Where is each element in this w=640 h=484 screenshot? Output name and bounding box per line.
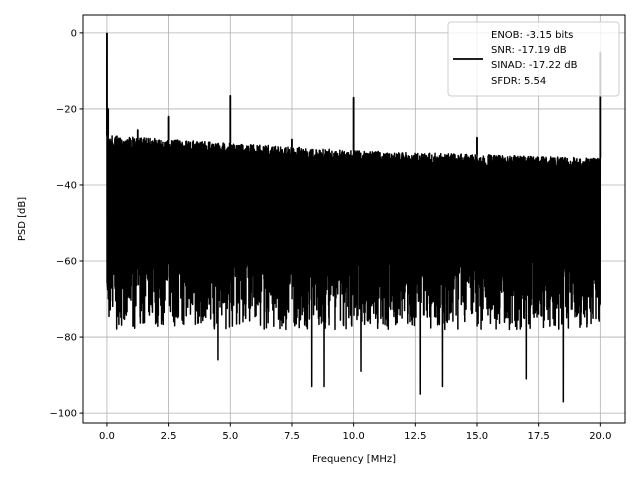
y-tick-label: −40 xyxy=(56,180,77,191)
x-axis-ticks: 0.0 2.5 5.0 7.5 10.0 12.5 15.0 17.5 20.0 xyxy=(99,423,611,442)
x-tick-label: 2.5 xyxy=(161,431,177,442)
y-tick-label: −60 xyxy=(56,257,77,268)
x-tick-label: 15.0 xyxy=(466,431,488,442)
y-tick-label: 0 xyxy=(71,28,77,39)
psd-line xyxy=(106,32,602,403)
legend-entry-enob: ENOB: -3.15 bits xyxy=(491,30,573,41)
legend-entry-sfdr: SFDR: 5.54 xyxy=(491,76,546,87)
x-tick-label: 5.0 xyxy=(222,431,238,442)
y-tick-label: −80 xyxy=(56,333,77,344)
x-tick-label: 12.5 xyxy=(404,431,426,442)
x-axis-label: Frequency [MHz] xyxy=(312,454,396,465)
legend-entry-snr: SNR: -17.19 dB xyxy=(491,45,567,56)
legend-entry-sinad: SINAD: -17.22 dB xyxy=(491,60,578,71)
legend-box xyxy=(447,21,620,97)
x-tick-label: 10.0 xyxy=(342,431,364,442)
legend: ENOB: -3.15 bits SNR: -17.19 dB SINAD: -… xyxy=(447,21,620,97)
x-tick-label: 0.0 xyxy=(99,431,115,442)
x-tick-label: 7.5 xyxy=(284,431,300,442)
y-axis-ticks: 0 −20 −40 −60 −80 −100 xyxy=(50,28,83,420)
y-tick-label: −100 xyxy=(50,409,77,420)
x-tick-label: 17.5 xyxy=(528,431,550,442)
y-tick-label: −20 xyxy=(56,104,77,115)
x-tick-label: 20.0 xyxy=(589,431,611,442)
y-axis-label: PSD [dB] xyxy=(17,197,28,241)
